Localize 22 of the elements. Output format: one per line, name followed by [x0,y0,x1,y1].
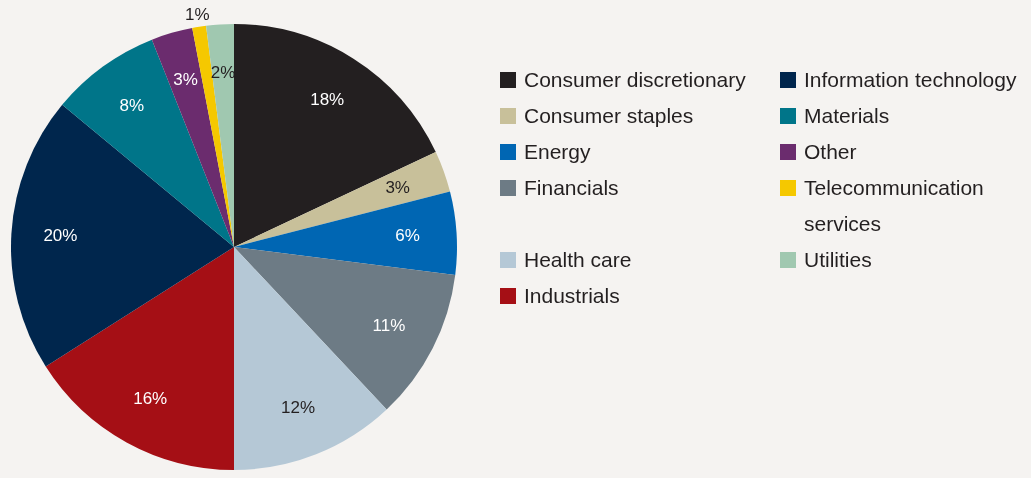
legend-label: Financials [524,175,619,201]
data-label: 18% [310,89,345,109]
legend-label: Health care [524,247,632,273]
data-label: 3% [385,177,410,197]
legend-label: Materials [804,103,890,129]
data-label: 16% [133,389,168,409]
legend-label: Telecommunication services [804,175,985,237]
legend-label: Consumer discretionary [524,67,746,93]
data-label: 8% [119,95,145,115]
data-label: 3% [173,69,198,89]
data-label: 12% [281,398,316,418]
legend-label: Industrials [524,283,620,309]
legend-label: Utilities [804,247,872,273]
data-label: 11% [372,315,406,335]
legend-label: Consumer staples [524,103,694,129]
legend-label: Energy [524,139,591,165]
data-label: 1% [184,4,210,24]
legend-label: Information technology [804,67,1017,93]
data-label: 20% [43,225,78,245]
data-label: 6% [395,225,420,245]
data-label: 2% [210,63,236,83]
legend-label: Other [804,139,857,165]
